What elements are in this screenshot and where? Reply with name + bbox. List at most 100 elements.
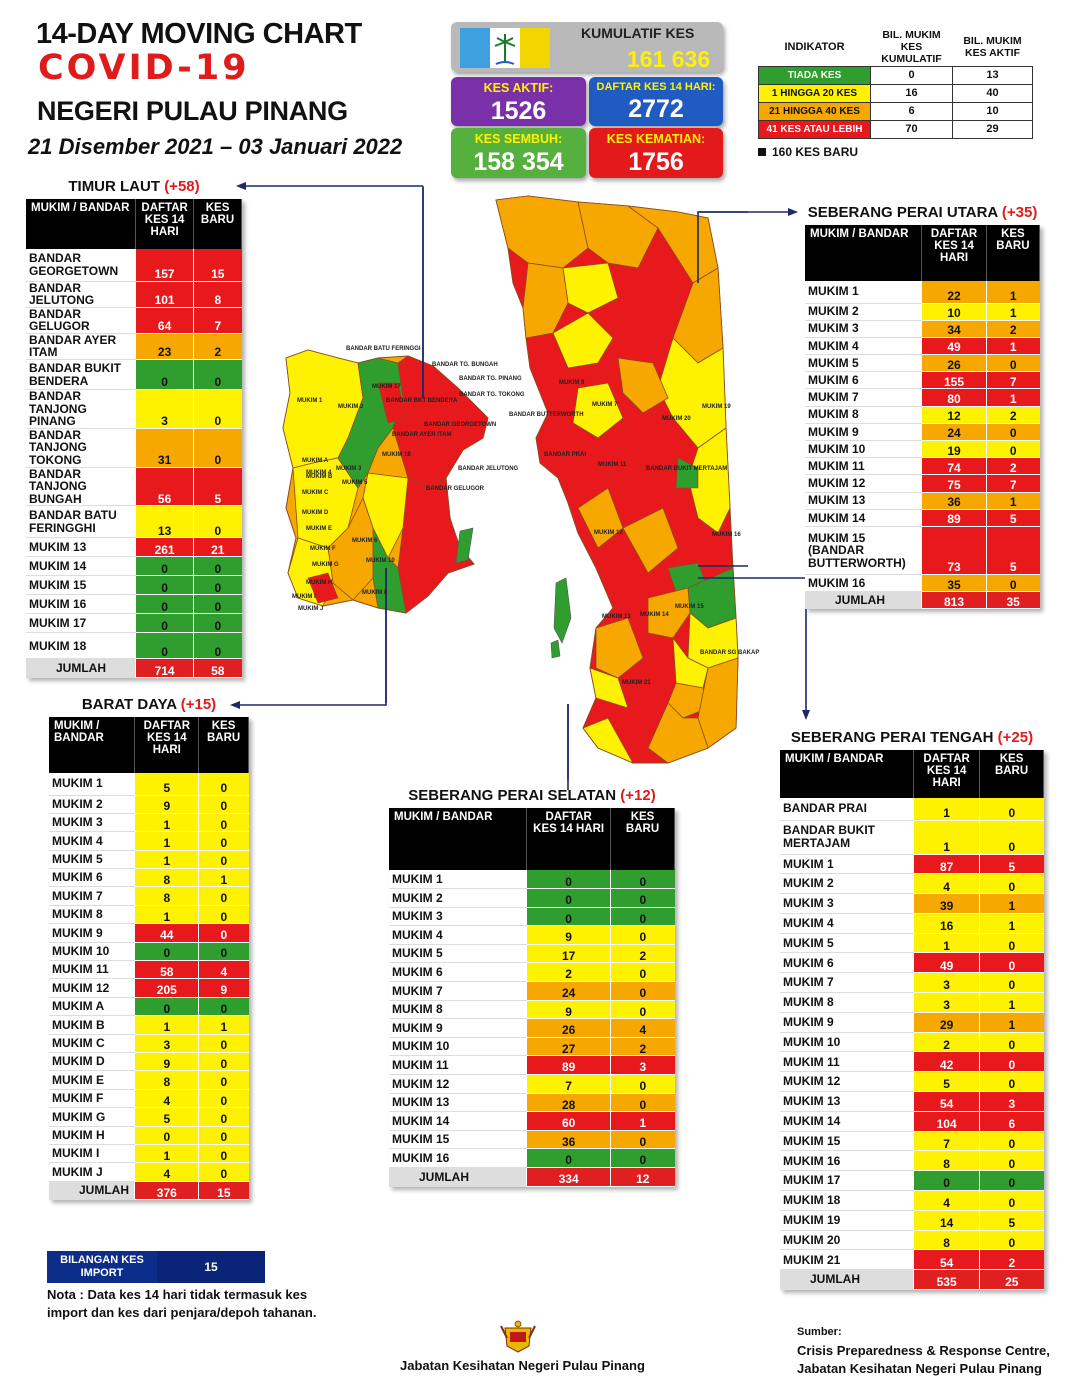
row-daftar: 36 xyxy=(526,1130,611,1150)
note-text: Nota : Data kes 14 hari tidak termasuk k… xyxy=(47,1287,317,1320)
row-name: MUKIM 12 xyxy=(805,474,922,493)
row-name: BANDAR TANJONG PINANG xyxy=(26,389,136,429)
indicator-label: 21 HINGGA 40 KES xyxy=(758,101,871,121)
table-row: MUKIM 12 7 0 xyxy=(389,1074,675,1094)
chart-title: 14-DAY MOVING CHART xyxy=(36,18,362,50)
map-label: MUKIM 16 xyxy=(712,532,741,538)
row-name: MUKIM 8 xyxy=(389,1000,527,1020)
row-daftar: 205 xyxy=(134,978,199,998)
row-name: MUKIM 11 xyxy=(780,1051,914,1073)
header-baru: KES BARU xyxy=(193,199,242,249)
square-icon xyxy=(758,147,766,156)
row-name: MUKIM 7 xyxy=(49,886,135,906)
indicator-header: INDIKATOR xyxy=(784,40,845,53)
kes-sembuh-box: KES SEMBUH: 158 354 xyxy=(451,128,586,178)
row-baru: 0 xyxy=(610,888,675,908)
total-daftar: 334 xyxy=(526,1167,611,1187)
row-baru: 0 xyxy=(198,1034,249,1053)
row-name: BANDAR GEORGETOWN xyxy=(26,249,136,282)
table-row: MUKIM 1 22 1 xyxy=(805,281,1040,304)
map-label: BANDAR AYER ITAM xyxy=(392,432,452,438)
row-name: MUKIM 21 xyxy=(780,1249,914,1271)
row-name: MUKIM 9 xyxy=(780,1012,914,1033)
row-daftar: 23 xyxy=(135,333,194,361)
total-baru: 35 xyxy=(985,591,1040,610)
table-row: MUKIM 9 24 0 xyxy=(805,423,1040,442)
total-row: JUMLAH 714 58 xyxy=(26,658,242,679)
row-daftar: 1 xyxy=(134,905,199,925)
kes-kematian-box: KES KEMATIAN: 1756 xyxy=(589,128,723,178)
row-baru: 0 xyxy=(198,831,249,851)
district-name: SEBERANG PERAI TENGAH xyxy=(790,729,998,746)
row-daftar: 5 xyxy=(913,1071,980,1093)
row-daftar: 5 xyxy=(134,773,199,796)
row-baru: 0 xyxy=(979,972,1044,994)
row-name: MUKIM 16 xyxy=(780,1150,914,1172)
header-daftar: DAFTAR KES 14 HARI xyxy=(913,750,981,798)
row-baru: 5 xyxy=(985,509,1040,527)
row-name: MUKIM 14 xyxy=(26,556,136,577)
row-daftar: 36 xyxy=(921,492,987,510)
row-baru: 0 xyxy=(193,389,242,429)
row-baru: 1 xyxy=(985,281,1040,304)
footer-text: Jabatan Kesihatan Negeri Pulau Pinang xyxy=(400,1358,645,1373)
source-text: Crisis Preparedness & Response Centre, J… xyxy=(797,1343,1050,1376)
row-daftar: 104 xyxy=(913,1111,980,1132)
map-label: MUKIM 18 xyxy=(382,452,411,458)
row-baru: 1 xyxy=(985,492,1040,510)
table-row: MUKIM 10 2 0 xyxy=(780,1032,1044,1053)
row-baru: 5 xyxy=(979,1210,1044,1231)
table-row: MUKIM 16 8 0 xyxy=(780,1150,1044,1172)
row-baru: 5 xyxy=(979,854,1044,875)
map-label: MUKIM 4 xyxy=(306,470,332,476)
map-label: MUKIM 12 xyxy=(594,530,623,536)
indicator-aktif: 10 xyxy=(952,101,1033,121)
table-row: MUKIM 15 (BANDAR BUTTERWORTH) 73 5 xyxy=(805,526,1040,575)
row-baru: 0 xyxy=(193,594,242,615)
row-baru: 7 xyxy=(985,474,1040,493)
table-seberang-perai-utara: SEBERANG PERAI UTARA (+35) MUKIM / BANDAR… xyxy=(805,204,1041,610)
indicator-aktif: 29 xyxy=(952,119,1033,139)
map-label: BANDAR PRAI xyxy=(544,452,586,458)
row-baru: 0 xyxy=(610,1000,675,1020)
map-label: MUKIM H xyxy=(306,580,333,586)
row-baru: 1 xyxy=(198,1015,249,1035)
map-label: MUKIM B xyxy=(306,474,333,480)
row-daftar: 0 xyxy=(135,632,194,660)
row-name: MUKIM 12 xyxy=(389,1074,527,1094)
total-label: JUMLAH xyxy=(389,1167,527,1187)
table-row: MUKIM 12 75 7 xyxy=(805,474,1040,493)
table-row: MUKIM 16 0 0 xyxy=(26,594,242,615)
header-mukim: MUKIM / BANDAR xyxy=(389,808,528,870)
row-daftar: 42 xyxy=(913,1051,980,1073)
row-name: MUKIM 2 xyxy=(49,795,135,814)
row-baru: 7 xyxy=(985,371,1040,390)
row-daftar: 8 xyxy=(134,1070,199,1090)
row-daftar: 26 xyxy=(921,354,987,373)
map-label: MUKIM 2 xyxy=(338,404,364,410)
map-label: MUKIM A xyxy=(302,458,329,464)
penang-island xyxy=(282,349,489,614)
row-baru: 1 xyxy=(985,388,1040,407)
import-value: 15 xyxy=(157,1251,265,1283)
map-label: MUKIM 5 xyxy=(342,480,368,486)
header-mukim: MUKIM / BANDAR xyxy=(26,199,137,249)
district-name: SEBERANG PERAI SELATAN xyxy=(408,787,621,804)
total-daftar: 714 xyxy=(135,658,194,679)
row-baru: 0 xyxy=(610,925,675,945)
row-name: MUKIM 5 xyxy=(805,354,922,373)
state-title: NEGERI PULAU PINANG xyxy=(37,96,348,126)
table-row: MUKIM 10 27 2 xyxy=(389,1037,675,1057)
row-name: MUKIM 19 xyxy=(780,1210,914,1231)
row-baru: 3 xyxy=(979,1091,1044,1112)
row-name: MUKIM 2 xyxy=(780,873,914,895)
row-baru: 0 xyxy=(610,1093,675,1113)
row-baru: 0 xyxy=(193,632,242,660)
row-baru: 0 xyxy=(985,574,1040,593)
table-row: MUKIM 19 14 5 xyxy=(780,1210,1044,1231)
table-row: MUKIM 9 29 1 xyxy=(780,1012,1044,1033)
